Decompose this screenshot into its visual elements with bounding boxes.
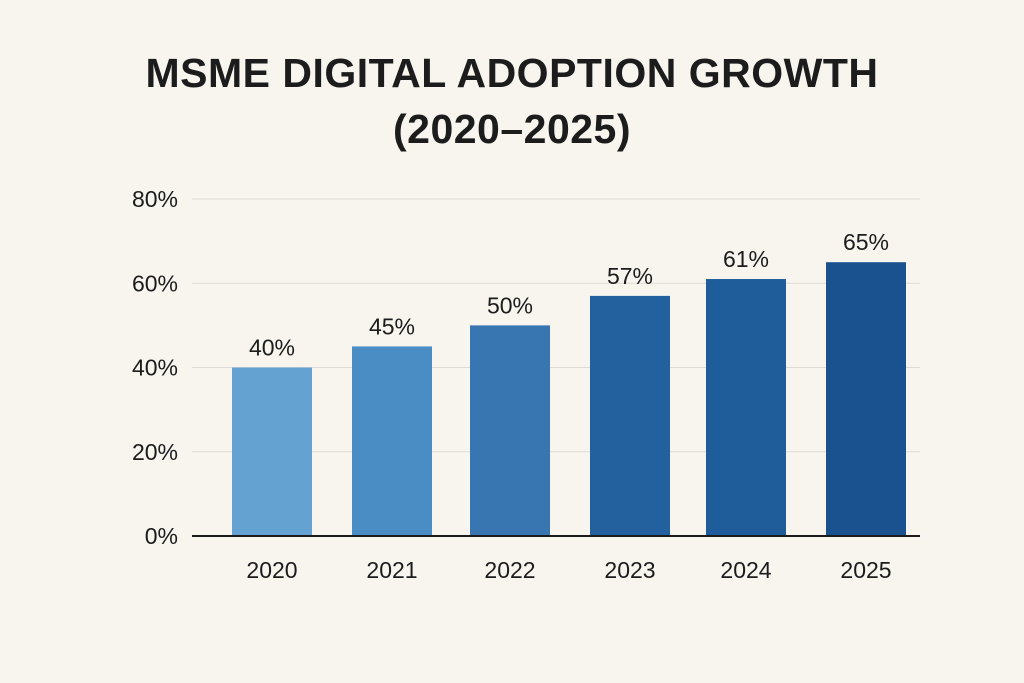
bar	[826, 262, 906, 536]
bar	[352, 346, 432, 536]
data-label: 65%	[843, 229, 889, 255]
bar	[706, 279, 786, 536]
bar	[232, 367, 312, 536]
y-tick-label: 60%	[132, 270, 178, 296]
data-label: 61%	[723, 246, 769, 272]
y-tick-label: 0%	[145, 523, 178, 549]
data-label: 57%	[607, 263, 653, 289]
data-label: 45%	[369, 313, 415, 339]
y-tick-label: 80%	[132, 186, 178, 212]
chart-title-line-1: MSME DIGITAL ADOPTION GROWTH	[145, 50, 879, 96]
x-tick-label: 2022	[484, 557, 535, 583]
x-tick-label: 2020	[246, 557, 297, 583]
y-tick-label: 40%	[132, 355, 178, 381]
data-label: 40%	[249, 335, 295, 361]
chart-title-line-2: (2020–2025)	[392, 106, 632, 152]
x-tick-label: 2023	[604, 557, 655, 583]
y-tick-label: 20%	[132, 439, 178, 465]
x-tick-label: 2025	[840, 557, 891, 583]
x-tick-label: 2024	[720, 557, 771, 583]
data-label: 50%	[487, 292, 533, 318]
x-tick-label: 2021	[366, 557, 417, 583]
bar	[590, 295, 670, 536]
bar	[470, 325, 550, 536]
